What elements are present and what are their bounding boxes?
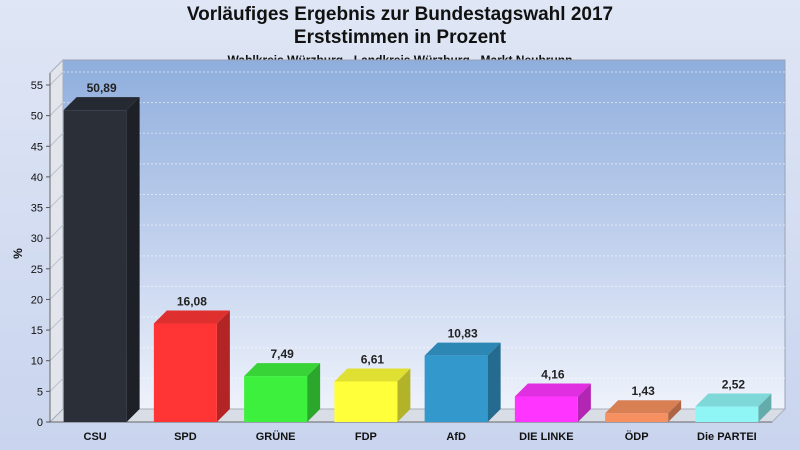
grid-lines: [49, 71, 785, 392]
bar-fdp: [334, 368, 411, 422]
bar-die-partei: [695, 393, 772, 422]
y-tick-label: 5: [37, 386, 43, 398]
bar-side: [307, 363, 321, 422]
grid-line-side: [49, 347, 64, 362]
bar-die-linke: [514, 383, 591, 422]
x-tick-label: AfD: [446, 431, 466, 443]
grid-line-side: [49, 102, 64, 116]
chart-title: Vorläufiges Ergebnis zur Bundestagswahl …: [186, 4, 614, 25]
grid-line-side: [49, 224, 64, 239]
y-tick-label: 50: [31, 111, 43, 123]
bar-side: [216, 310, 230, 422]
bar-ödp: [605, 400, 682, 422]
bar-spd: [153, 310, 230, 422]
y-tick-label: 10: [31, 356, 43, 368]
y-tick-label: 0: [37, 417, 43, 429]
bar-value-label: 1,43: [631, 384, 655, 398]
bar-value-label: 4,16: [541, 368, 565, 382]
bar-top: [695, 393, 772, 407]
x-tick-label: CSU: [84, 431, 107, 443]
x-tick-label: FDP: [355, 431, 377, 443]
bar-front: [334, 381, 398, 422]
plot-area: [48, 58, 787, 424]
grid-line-side: [49, 71, 64, 86]
bar-top: [424, 342, 501, 356]
grid-line-side: [49, 316, 64, 331]
grid-line-side: [49, 163, 64, 178]
grid-line-side: [49, 194, 64, 208]
x-tick-label: DIE LINKE: [519, 431, 573, 443]
x-tick-label: SPD: [174, 431, 197, 443]
bar-front: [63, 110, 127, 422]
bar-side: [577, 383, 591, 422]
bar-csu: [63, 97, 140, 422]
bars-group: [63, 97, 772, 422]
bar-front: [424, 355, 488, 422]
bar-value-label: 16,08: [177, 294, 207, 308]
y-tick-label: 45: [31, 141, 43, 153]
bar-front: [514, 396, 578, 422]
bar-top: [605, 400, 682, 414]
bar-front: [605, 413, 669, 422]
bar-front: [153, 323, 217, 422]
bar-side: [668, 400, 682, 422]
x-tick-label: GRÜNE: [256, 430, 296, 443]
bar-top: [334, 368, 411, 382]
bar-side: [126, 97, 140, 422]
x-tick-label: Die PARTEI: [697, 431, 757, 443]
grid-line-side: [49, 132, 64, 147]
labels-group: 50,89 CSU 16,08 SPD 7,49 GRÜNE 6,61 FDP 10,83 AfD…: [84, 81, 757, 443]
bar-front: [695, 406, 759, 422]
bar-value-label: 10,83: [448, 327, 478, 341]
bar-side: [397, 368, 411, 422]
bar-afd: [424, 342, 501, 422]
grid-line-side: [49, 286, 64, 300]
bar-top: [514, 383, 591, 397]
bar-grüne: [244, 363, 321, 422]
y-tick-label: 30: [31, 233, 43, 245]
chart-title-line2: Erststimmen in Prozent: [293, 27, 507, 48]
y-tick-label: 15: [31, 325, 43, 337]
bar-value-label: 6,61: [361, 352, 385, 366]
bar-side: [487, 342, 501, 422]
bar-value-label: 2,52: [722, 378, 746, 392]
bar-top: [153, 310, 230, 324]
bar-top: [244, 363, 321, 377]
grid-line-side: [49, 378, 64, 392]
y-tick-label: 55: [31, 80, 43, 92]
bar-value-label: 7,49: [270, 347, 294, 361]
bar-value-label: 50,89: [87, 81, 117, 95]
y-tick-label: 20: [31, 294, 43, 306]
y-tick-label: 35: [31, 203, 43, 215]
grid-line-side: [49, 255, 64, 270]
bar-top: [63, 97, 140, 111]
y-axis-label: %: [11, 248, 25, 259]
x-tick-label: ÖDP: [625, 430, 649, 443]
y-tick-label: 25: [31, 264, 43, 276]
bar-front: [244, 376, 308, 422]
y-tick-label: 40: [31, 172, 43, 184]
bar-side: [758, 393, 772, 422]
